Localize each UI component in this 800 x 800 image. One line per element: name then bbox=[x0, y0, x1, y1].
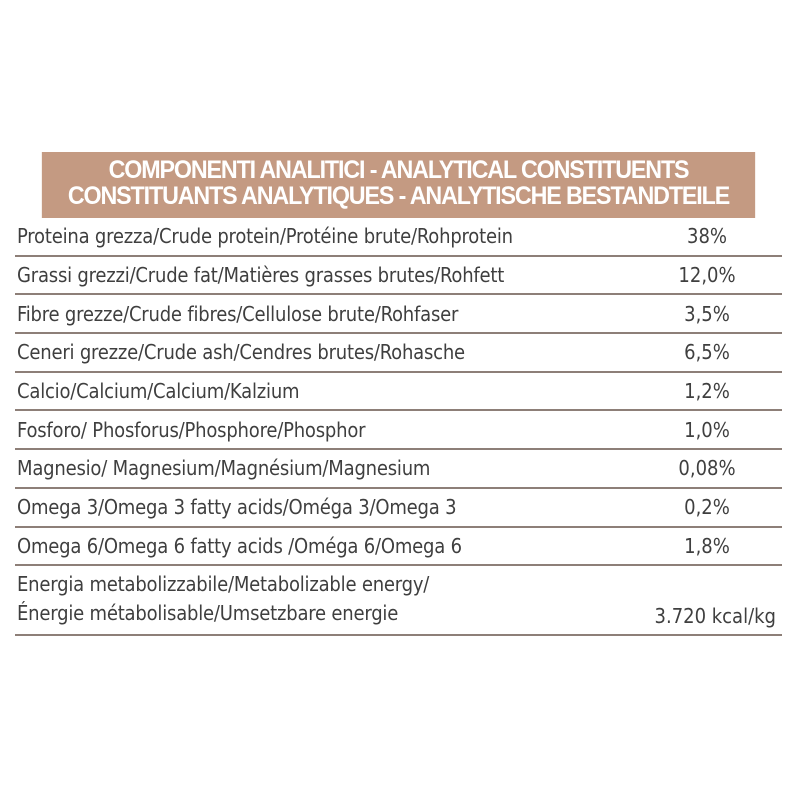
row-label: Magnesio/ Magnesium/Magnésium/Magnesium bbox=[17, 456, 431, 481]
table-header: COMPONENTI ANALITICI - ANALYTICAL CONSTI… bbox=[41, 152, 756, 218]
row-value: 1,2% bbox=[684, 379, 730, 404]
row-label: Ceneri grezze/Crude ash/Cendres brutes/R… bbox=[17, 340, 465, 365]
row-value: 6,5% bbox=[684, 340, 730, 365]
row-value: 1,0% bbox=[684, 417, 730, 442]
table-row: Fibre grezze/Crude fibres/Cellulose brut… bbox=[15, 295, 782, 335]
energy-label-line2: Énergie métabolisable/Umsetzbare energie bbox=[17, 601, 399, 626]
energy-label-line1: Energia metabolizzabile/Metabolizable en… bbox=[17, 572, 430, 597]
row-value: 1,8% bbox=[684, 533, 730, 558]
row-label: Energia metabolizzabile/Metabolizable en… bbox=[15, 570, 626, 628]
row-value: 3.720 kcal/kg bbox=[654, 604, 776, 629]
header-title-line1: COMPONENTI ANALITICI - ANALYTICAL CONSTI… bbox=[108, 156, 690, 184]
row-value: 0,2% bbox=[684, 495, 730, 520]
analytical-constituents-table: COMPONENTI ANALITICI - ANALYTICAL CONSTI… bbox=[15, 152, 782, 637]
table-row: Fosforo/ Phosforus/Phosphore/Phosphor 1,0… bbox=[15, 411, 782, 451]
table-row: Proteina grezza/Crude protein/Protéine b… bbox=[15, 218, 782, 257]
row-value: 3,5% bbox=[684, 301, 730, 326]
table-row: Magnesio/ Magnesium/Magnésium/Magnesium 0… bbox=[15, 450, 782, 489]
row-label: Proteina grezza/Crude protein/Protéine b… bbox=[17, 224, 513, 249]
row-value: 38% bbox=[687, 224, 727, 249]
row-label: Fibre grezze/Crude fibres/Cellulose brut… bbox=[17, 301, 459, 326]
table-row-energy: Energia metabolizzabile/Metabolizable en… bbox=[15, 566, 782, 637]
table-row: Omega 6/Omega 6 fatty acids /Oméga 6/Ome… bbox=[15, 528, 782, 567]
row-value: 12,0% bbox=[678, 263, 736, 288]
row-label: Grassi grezzi/Crude fat/Matières grasses… bbox=[17, 263, 505, 288]
table-row: Calcio/Calcium/Calcium/Kalzium 1,2% bbox=[15, 373, 782, 412]
table-body: Proteina grezza/Crude protein/Protéine b… bbox=[15, 218, 782, 567]
row-label: Calcio/Calcium/Calcium/Kalzium bbox=[17, 379, 300, 404]
row-label: Fosforo/ Phosforus/Phosphore/Phosphor bbox=[17, 417, 366, 442]
row-value: 0,08% bbox=[678, 456, 736, 481]
table-row: Ceneri grezze/Crude ash/Cendres brutes/R… bbox=[15, 334, 782, 373]
table-row: Omega 3/Omega 3 fatty acids/Oméga 3/Omeg… bbox=[15, 489, 782, 528]
table-row: Grassi grezzi/Crude fat/Matières grasses… bbox=[15, 257, 782, 296]
row-label: Omega 6/Omega 6 fatty acids /Oméga 6/Ome… bbox=[17, 533, 462, 558]
header-title-line2: CONSTITUANTS ANALYTIQUES - ANALYTISCHE B… bbox=[67, 182, 730, 210]
row-label: Omega 3/Omega 3 fatty acids/Oméga 3/Omeg… bbox=[17, 495, 457, 520]
